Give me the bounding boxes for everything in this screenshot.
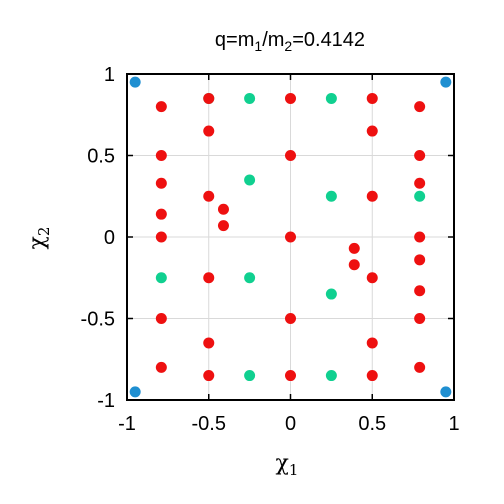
data-point [244, 174, 256, 186]
data-point [203, 190, 215, 202]
data-point [217, 203, 229, 215]
data-point [440, 76, 452, 88]
data-point [348, 242, 360, 254]
data-point [155, 177, 167, 189]
data-point [366, 92, 378, 104]
data-point [414, 190, 426, 202]
data-point [285, 313, 296, 324]
tick-labels: -1 -0.5 0 0.5 1 -1 -0.5 0 0.5 1 [81, 64, 460, 435]
data-point [244, 370, 256, 382]
data-point [366, 337, 378, 349]
data-point [366, 370, 378, 382]
data-point [155, 101, 167, 113]
data-point [325, 288, 337, 300]
data-point [440, 386, 452, 398]
data-point [155, 313, 167, 324]
data-point [203, 370, 215, 382]
data-point [414, 285, 426, 297]
data-point [366, 272, 378, 284]
data-point [203, 125, 215, 137]
y-tick-label: -1 [97, 390, 115, 412]
data-point [414, 361, 426, 373]
data-points [129, 76, 452, 398]
data-point [244, 92, 256, 104]
y-tick-label: 0.5 [87, 146, 115, 168]
data-point [414, 150, 426, 161]
y-tick-label: 1 [104, 64, 115, 86]
data-point [203, 337, 215, 349]
data-point [348, 259, 360, 271]
data-point [129, 76, 141, 88]
data-point [414, 313, 426, 324]
data-point [285, 92, 296, 104]
x-tick-label: 1 [448, 413, 459, 435]
data-point [203, 272, 215, 284]
data-point [155, 150, 167, 161]
x-tick-label: 0 [285, 413, 296, 435]
x-axis-label: χ1 [276, 451, 299, 479]
x-tick-label: -1 [118, 413, 136, 435]
y-tick-label: -0.5 [81, 309, 115, 331]
chart-title: q=m1/m2=0.4142 [215, 29, 365, 54]
data-point [325, 92, 337, 104]
data-point [285, 231, 296, 243]
x-tick-label: 0.5 [358, 413, 386, 435]
data-point [414, 101, 426, 113]
data-point [155, 208, 167, 220]
y-tick-label: 0 [104, 227, 115, 249]
data-point [203, 92, 215, 104]
data-point [366, 125, 378, 137]
data-point [155, 361, 167, 373]
data-point [155, 231, 167, 243]
data-point [217, 220, 229, 232]
data-point [366, 190, 378, 202]
tick-marks [126, 73, 455, 401]
data-point [325, 370, 337, 382]
data-point [244, 272, 256, 284]
data-point [325, 190, 337, 202]
y-axis-label: χ2 [25, 227, 53, 250]
data-point [155, 272, 167, 284]
data-point [129, 386, 141, 398]
data-point [414, 231, 426, 243]
data-point [414, 254, 426, 266]
data-point [414, 177, 426, 189]
data-point [285, 150, 296, 161]
data-point [285, 370, 296, 382]
x-tick-label: -0.5 [192, 413, 226, 435]
